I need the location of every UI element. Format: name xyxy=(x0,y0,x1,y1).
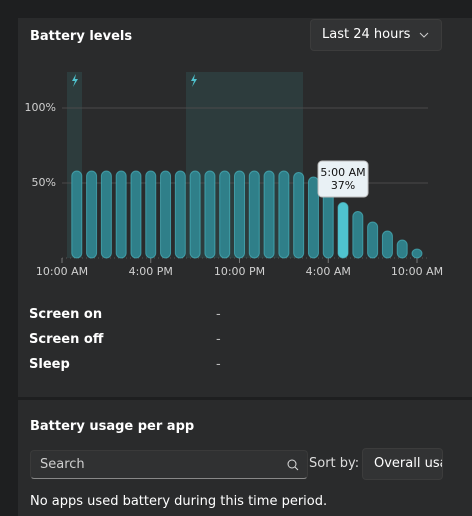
bar xyxy=(189,170,201,259)
section-title: Battery usage per app xyxy=(30,419,195,434)
bar xyxy=(160,170,172,259)
x-tick-label: 4:00 PM xyxy=(129,265,173,278)
bar xyxy=(381,230,393,259)
bar xyxy=(411,248,423,259)
x-tick-label: 10:00 AM xyxy=(391,265,443,278)
x-tick-label: 10:00 PM xyxy=(214,265,265,278)
tooltip-label: 5:00 AM xyxy=(320,166,365,179)
search-box[interactable]: Search xyxy=(30,450,308,479)
bar xyxy=(307,176,319,259)
bar xyxy=(337,202,349,259)
dropdown-label: Overall usa xyxy=(374,456,443,471)
x-tick-label: 10:00 AM xyxy=(36,265,88,278)
bar xyxy=(278,170,290,259)
bar xyxy=(145,170,157,259)
search-icon xyxy=(287,459,299,471)
bar xyxy=(293,172,305,259)
bar xyxy=(219,170,231,259)
battery-chart: 50% 100% 10:00 AM 4:00 PM 10:00 PM 4:00 AM 10:… xyxy=(25,72,443,278)
bar xyxy=(234,170,245,259)
usage-label: Screen off xyxy=(29,332,104,347)
bar xyxy=(352,211,364,259)
usage-label: Sleep xyxy=(29,357,70,372)
bar xyxy=(86,170,98,259)
bar xyxy=(367,221,379,259)
y-tick-label: 100% xyxy=(25,101,56,114)
bar xyxy=(396,239,408,259)
tooltip-box xyxy=(317,160,369,198)
sort-dropdown[interactable]: Overall usa xyxy=(362,448,443,480)
y-tick-label: 50% xyxy=(32,176,56,189)
bar xyxy=(204,170,216,259)
bar xyxy=(248,170,260,259)
range-dropdown[interactable]: Last 24 hours xyxy=(310,19,442,51)
usage-value: - xyxy=(216,357,221,372)
charging-icon xyxy=(191,74,197,87)
bar xyxy=(322,187,334,259)
section-title: Battery levels xyxy=(30,29,133,44)
x-tick-label: 4:00 AM xyxy=(306,265,351,278)
sort-label: Sort by: xyxy=(309,456,360,471)
bar xyxy=(174,170,186,259)
dropdown-label: Last 24 hours xyxy=(322,27,411,42)
usage-value: - xyxy=(216,332,221,347)
bar xyxy=(71,170,83,259)
bar xyxy=(263,170,275,259)
bar xyxy=(115,170,127,259)
empty-message: No apps used battery during this time pe… xyxy=(30,494,328,509)
search-placeholder: Search xyxy=(40,457,85,472)
bar xyxy=(130,170,142,259)
tooltip-value: 37% xyxy=(331,179,355,192)
bar xyxy=(100,170,112,259)
usage-label: Screen on xyxy=(29,307,103,322)
usage-value: - xyxy=(216,307,221,322)
chevron-icon xyxy=(419,32,429,38)
charging-icon xyxy=(72,74,78,87)
